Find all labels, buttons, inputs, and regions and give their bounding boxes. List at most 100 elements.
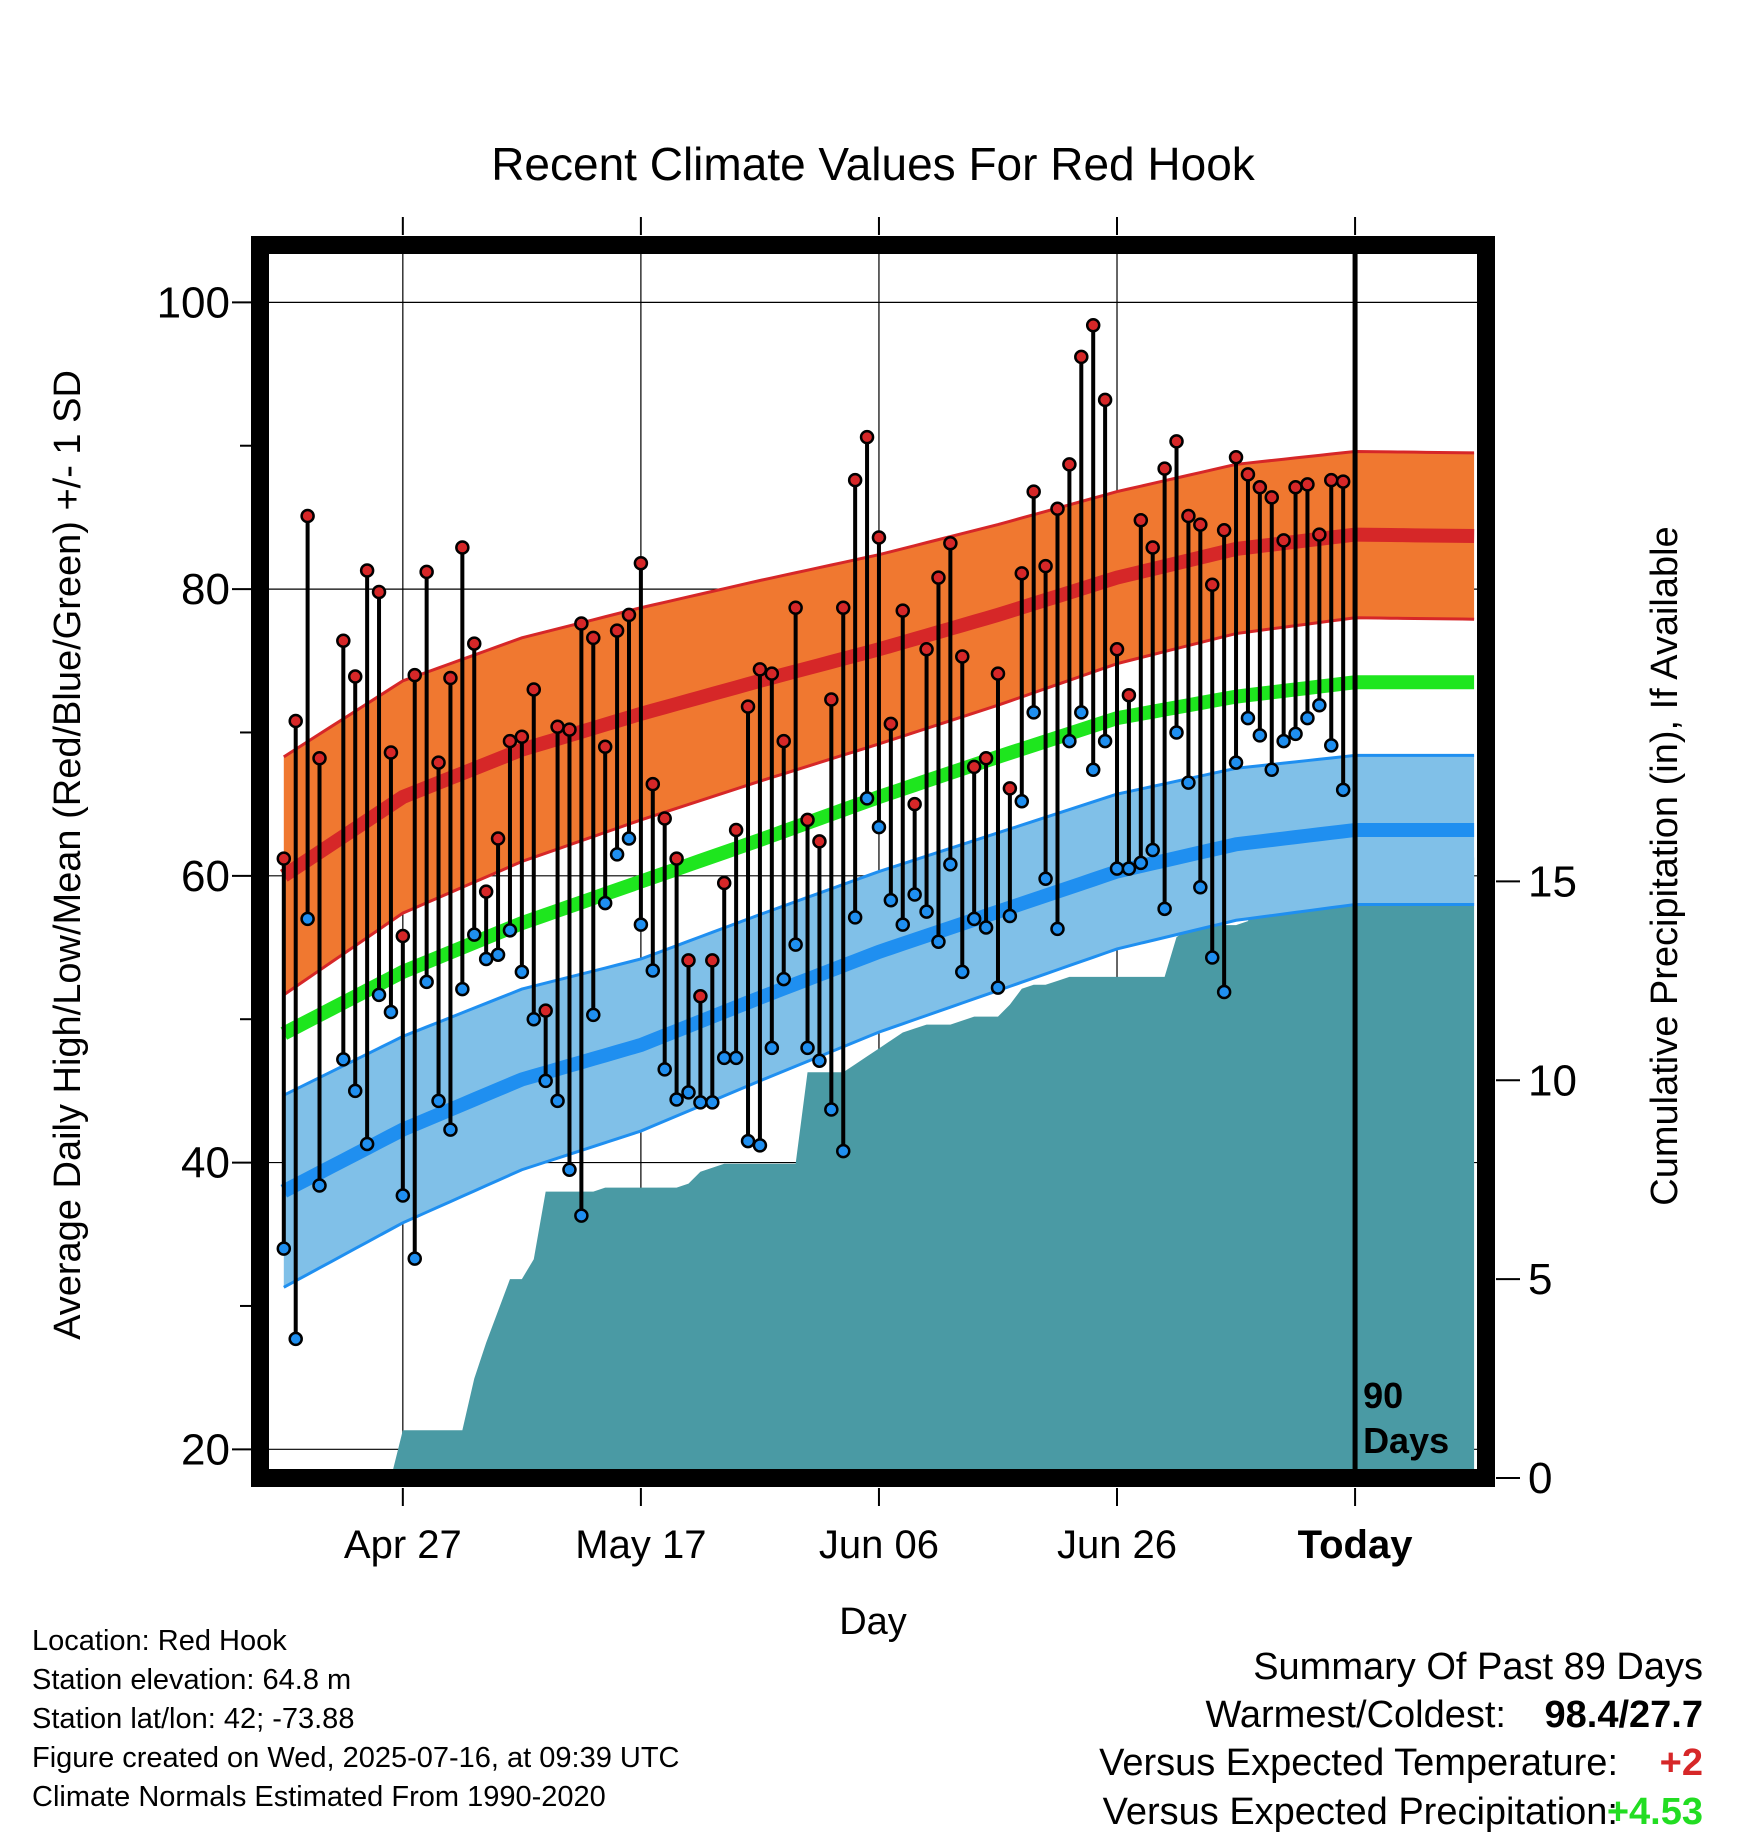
low-point: [812, 1053, 827, 1069]
low-point: [1181, 775, 1196, 790]
low-point: [1157, 901, 1172, 917]
low-point: [955, 964, 970, 980]
low-point: [455, 981, 470, 997]
high-point: [1276, 533, 1291, 548]
low-point: [1169, 725, 1184, 740]
high-point: [407, 667, 422, 683]
high-point: [716, 875, 732, 891]
high-point: [1193, 517, 1208, 532]
high-point: [478, 884, 494, 899]
high-point: [752, 662, 768, 677]
high-point: [883, 716, 899, 732]
low-point: [347, 1083, 363, 1099]
high-point: [657, 811, 672, 826]
high-point: [1335, 474, 1351, 489]
high-point: [1026, 484, 1041, 499]
low-point: [693, 1095, 708, 1110]
low-point: [431, 1093, 446, 1109]
low-point: [1038, 871, 1053, 886]
low-point: [562, 1162, 577, 1177]
low-point: [1074, 705, 1089, 720]
low-point: [681, 1085, 696, 1100]
low-point: [716, 1050, 732, 1066]
high-point: [288, 713, 303, 729]
low-point: [526, 1011, 542, 1027]
low-point: [597, 895, 613, 911]
high-point: [597, 739, 613, 755]
low-point: [407, 1251, 422, 1266]
low-point: [1324, 738, 1339, 753]
high-point: [300, 508, 315, 524]
high-point: [633, 556, 649, 571]
y-axis-label-right: Cumulative Precipitation (in), If Availa…: [1644, 526, 1686, 1205]
low-point: [550, 1093, 565, 1109]
low-point: [740, 1133, 756, 1149]
high-point: [586, 630, 601, 646]
high-point: [1228, 449, 1244, 465]
high-point: [1145, 540, 1160, 555]
high-point: [895, 603, 911, 618]
y-right-tick-label: 10: [1528, 1056, 1577, 1105]
y-right-tick-label: 5: [1528, 1255, 1552, 1304]
daily-points: [276, 318, 1351, 1347]
x-tick-label: May 17: [575, 1523, 706, 1567]
high-point: [943, 535, 958, 551]
high-point: [705, 953, 720, 968]
high-point: [847, 472, 863, 488]
high-point: [788, 600, 803, 615]
high-point: [562, 722, 577, 737]
low-point: [907, 887, 922, 902]
low-point: [1121, 861, 1137, 876]
high-point: [574, 616, 589, 631]
high-point: [443, 670, 458, 686]
info-elevation: Station elevation: 64.8 m: [32, 1664, 352, 1696]
high-point: [431, 755, 446, 770]
low-point: [847, 910, 863, 925]
low-point: [490, 947, 506, 962]
y-tick-label: 80: [181, 565, 230, 614]
low-point: [574, 1208, 589, 1223]
low-point: [1026, 705, 1041, 720]
high-point: [1264, 490, 1279, 505]
high-point: [514, 729, 530, 745]
info-location: Location: Red Hook: [32, 1625, 287, 1657]
low-point: [788, 937, 803, 952]
high-point: [1252, 480, 1268, 495]
high-point: [919, 642, 934, 657]
high-point: [312, 751, 327, 766]
high-point: [1181, 508, 1196, 524]
high-point: [276, 851, 292, 866]
high-point: [371, 584, 387, 600]
y-tick-label: 60: [181, 852, 230, 901]
high-point: [419, 564, 434, 580]
high-point: [800, 812, 815, 828]
high-point: [502, 733, 518, 749]
low-point: [633, 917, 649, 932]
low-point: [371, 987, 387, 1003]
low-point: [1204, 950, 1220, 965]
low-point: [514, 964, 530, 980]
low-point: [1050, 921, 1065, 937]
info-created: Figure created on Wed, 2025-07-16, at 09…: [32, 1742, 680, 1774]
high-point: [609, 623, 625, 638]
high-point: [871, 530, 887, 545]
high-point: [383, 745, 399, 760]
y-tick-label: 100: [157, 278, 230, 327]
low-point: [883, 892, 899, 908]
high-point: [907, 796, 922, 812]
high-point: [1062, 457, 1077, 472]
high-point: [1038, 558, 1053, 574]
low-point: [1014, 794, 1030, 809]
high-point: [1216, 523, 1232, 538]
y-tick-label: 20: [181, 1425, 230, 1474]
low-point: [824, 1102, 839, 1117]
summary-warm-cold: Warmest/Coldest: 98.4/27.7: [0, 1694, 1748, 1740]
high-point: [1097, 392, 1113, 408]
daily-sticks: [281, 325, 1346, 1339]
y-axis-label: Average Daily High/Low/Mean (Red/Blue/Gr…: [47, 370, 89, 1340]
low-sd-lower-edge: [283, 903, 1475, 1289]
low-point: [1062, 733, 1077, 749]
high-point: [1121, 687, 1137, 703]
low-point: [919, 904, 934, 919]
high-point: [1204, 577, 1220, 593]
